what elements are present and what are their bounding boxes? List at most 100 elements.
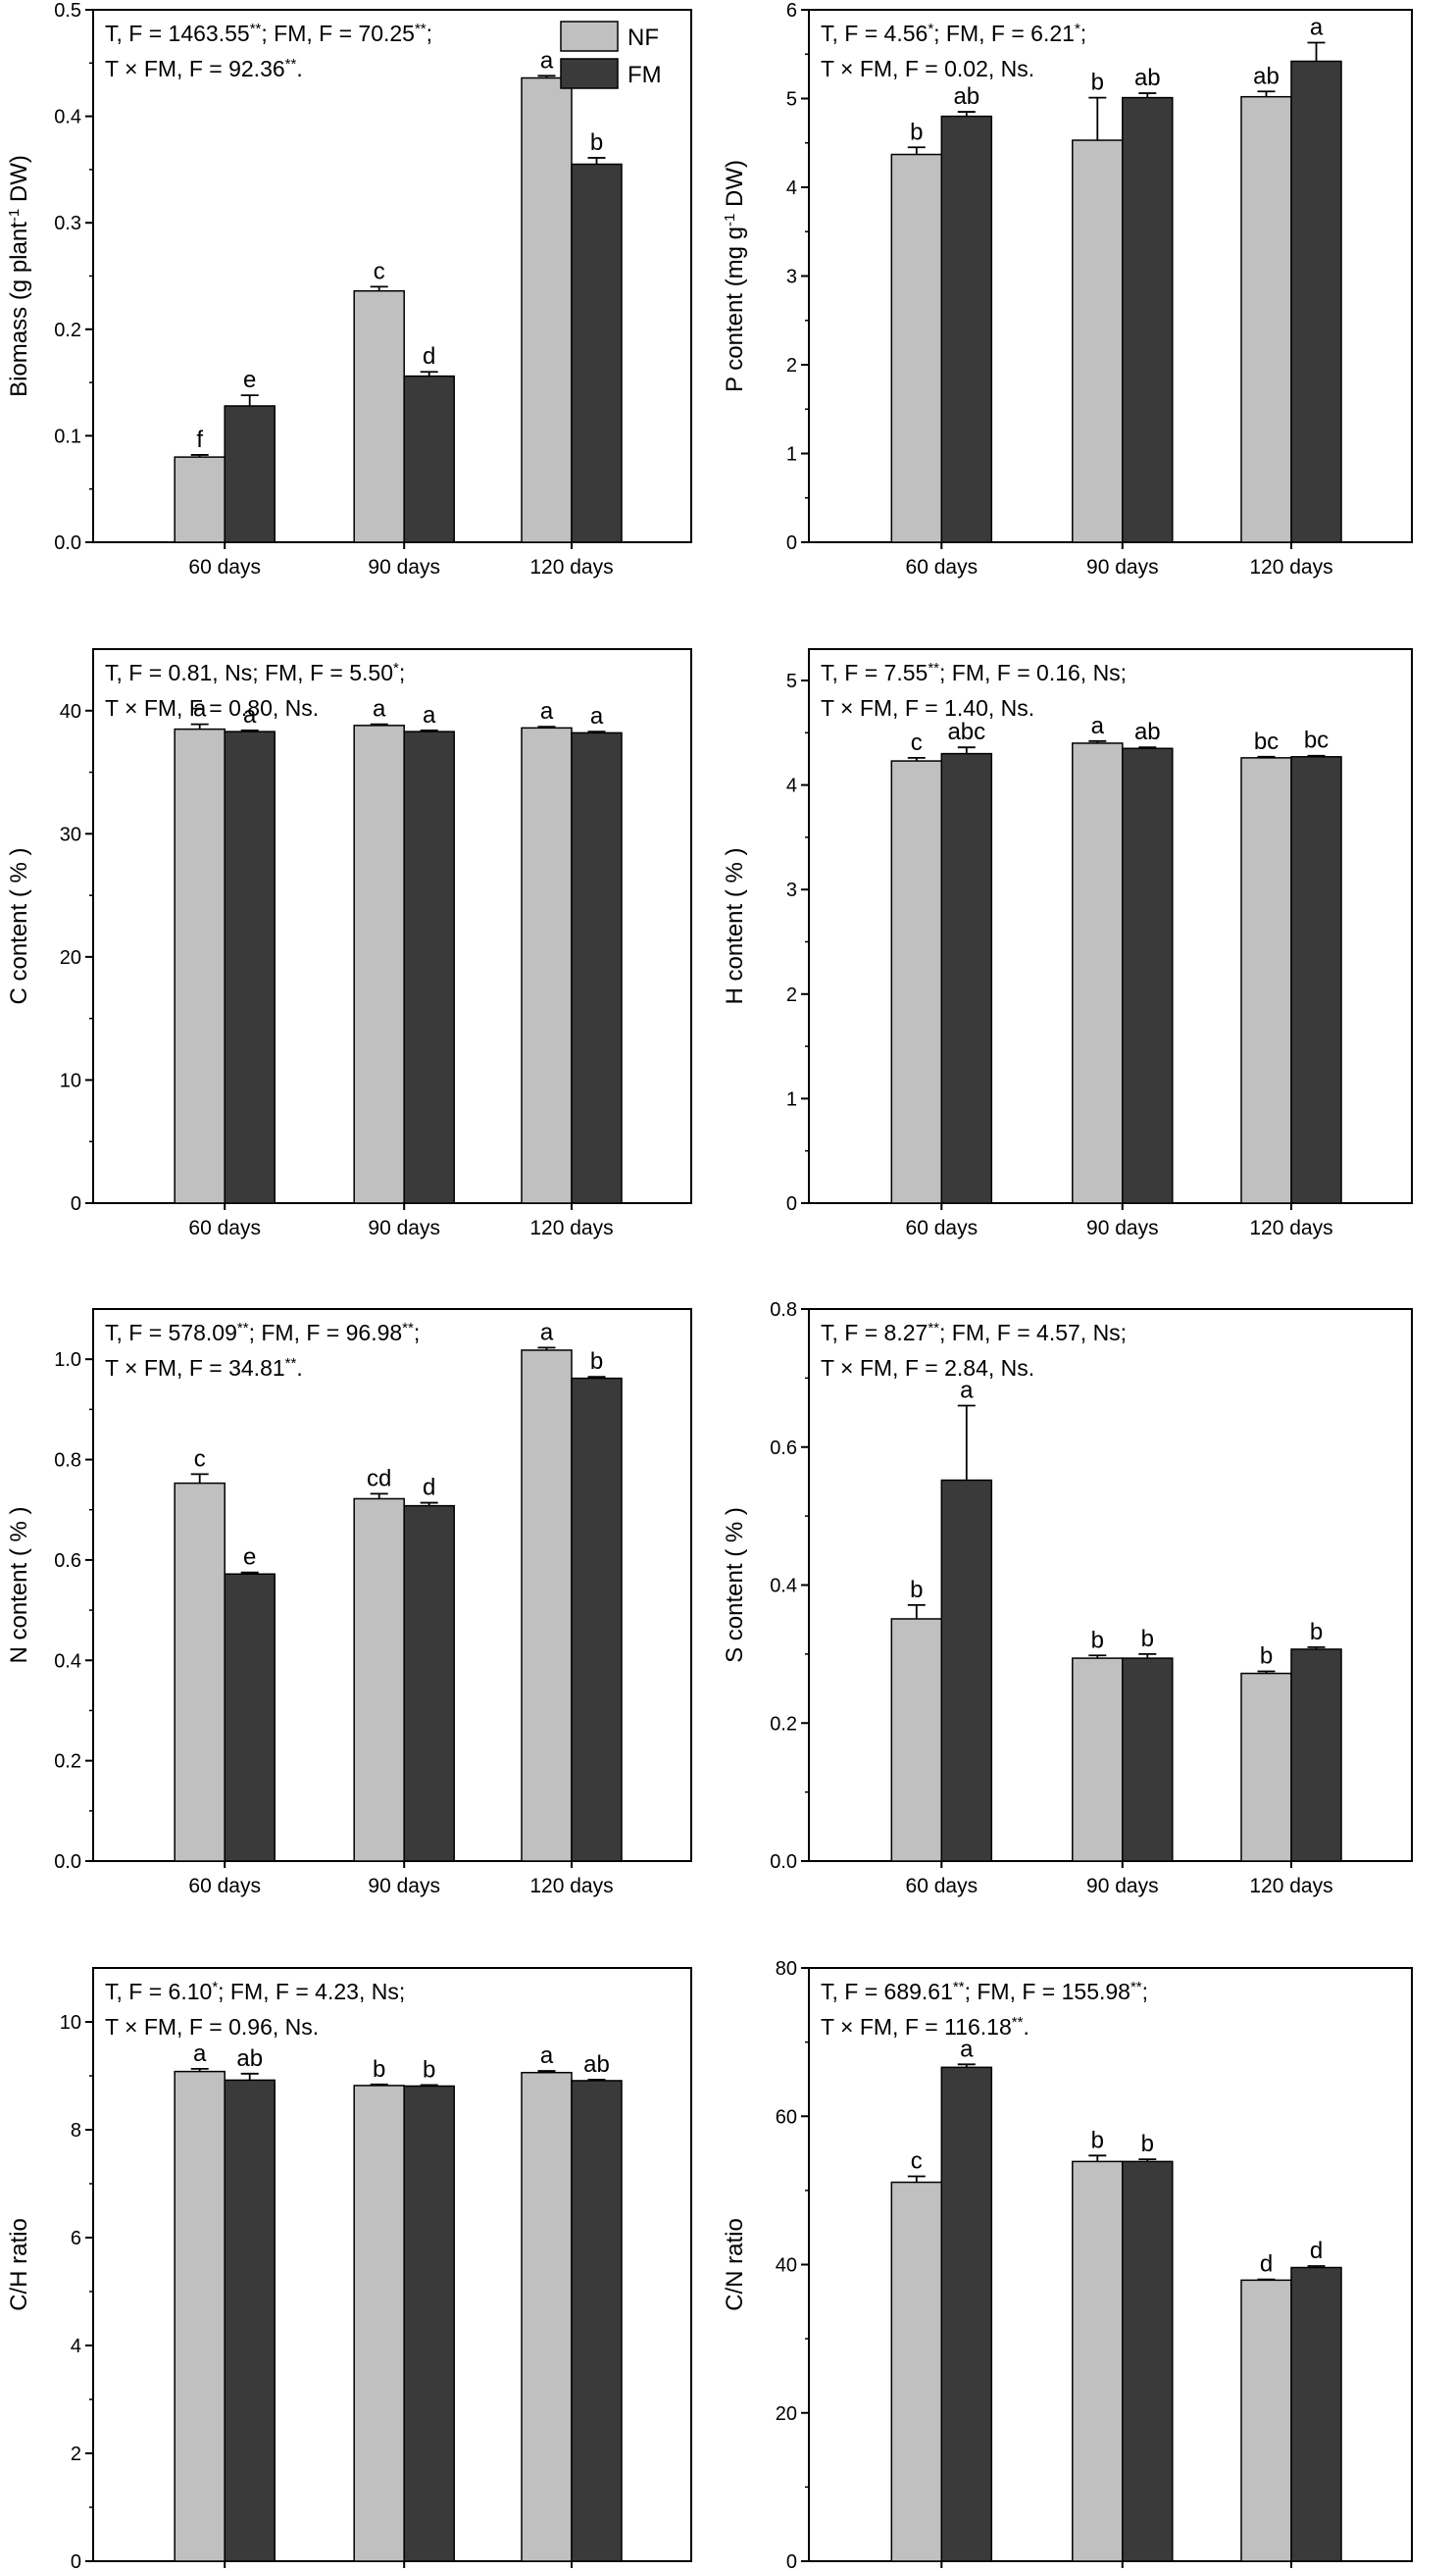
y-tick-label: 0.3 <box>54 213 81 234</box>
bar-nf <box>890 153 943 543</box>
stats-line-2: T × FM, F = 2.84, Ns. <box>821 1355 1034 1381</box>
bar-fm <box>1122 2160 1174 2562</box>
legend: NF FM <box>560 21 662 89</box>
significance-superscript: ** <box>250 21 262 37</box>
significance-superscript: * <box>393 660 399 677</box>
x-tick-label: 90 days <box>1086 1217 1159 1239</box>
stats-line-1: T, F = 689.61**; FM, F = 155.98**; <box>821 1979 1148 2005</box>
x-tick-label: 60 days <box>188 1875 261 1897</box>
y-tick-label: 5 <box>786 671 797 692</box>
stat-text-segment: ; FM, F = 155.98 <box>965 1979 1130 2004</box>
x-tick-label: 120 days <box>529 1217 613 1239</box>
significance-letter: d <box>1310 2238 1323 2264</box>
y-tick-label: 0.2 <box>54 1751 81 1773</box>
y-tick-label: 40 <box>60 701 81 723</box>
x-tick-label: 120 days <box>1249 556 1332 579</box>
significance-letter: ab <box>953 83 979 110</box>
bar-nf <box>521 727 573 1204</box>
y-tick-label: 2 <box>786 984 797 1006</box>
stat-text-segment: ; FM, F = 4.23, Ns; <box>218 1979 405 2004</box>
y-axis-title-part: C content ( % ) <box>6 847 32 1004</box>
y-tick-label: 0.1 <box>54 426 81 447</box>
stat-text-segment: ; <box>399 660 405 685</box>
significance-letter: c <box>374 258 385 284</box>
stats-line-1: T, F = 1463.55**; FM, F = 70.25**; <box>105 21 432 47</box>
significance-letter: c <box>911 2148 923 2175</box>
significance-letter: bc <box>1304 728 1329 754</box>
stat-text-segment: T × FM, F = 0.80, Ns. <box>105 695 319 721</box>
stats-line-2: T × FM, F = 0.02, Ns. <box>821 56 1034 81</box>
chart-panel-4: 0 1 2 3 4 5 H content ( % ) 60 days 90 days 120 d… <box>722 648 1413 1239</box>
significance-letter: a <box>193 696 207 723</box>
stats-line-2: T × FM, F = 92.36**. <box>105 56 303 82</box>
y-axis-title: C content ( % ) <box>6 847 32 1004</box>
bar-fm <box>940 752 993 1204</box>
significance-letter: b <box>1260 1642 1273 1669</box>
significance-letter: b <box>373 2056 385 2083</box>
stat-text-segment: T, F = 578.09 <box>105 1320 237 1345</box>
y-tick-label: 0.8 <box>54 1450 81 1472</box>
x-tick-label: 60 days <box>906 1217 979 1239</box>
significance-superscript: ** <box>928 1320 939 1336</box>
x-tick-label: 90 days <box>368 556 440 579</box>
significance-letter: a <box>193 2041 207 2067</box>
y-tick-label: 8 <box>71 2120 81 2142</box>
significance-letter: f <box>196 427 203 453</box>
y-axis-title-part: -1 <box>6 209 23 222</box>
bar-fm <box>1122 1657 1174 1862</box>
stat-text-segment: T × FM, F = 0.02, Ns. <box>821 56 1034 81</box>
x-tick-label: 120 days <box>1249 1875 1332 1897</box>
stats-line-2: T × FM, F = 0.80, Ns. <box>105 695 319 721</box>
bar-fm <box>1122 96 1174 543</box>
significance-letter: cd <box>367 1465 391 1491</box>
y-tick-label: 80 <box>776 1958 797 1980</box>
bar-nf <box>1072 2160 1124 2562</box>
bar-fm <box>403 375 455 543</box>
stats-line-1: T, F = 0.81, Ns; FM, F = 5.50*; <box>105 660 405 686</box>
stat-text-segment: ; <box>427 21 432 46</box>
chart-panel-2: 0 1 2 3 4 5 6 P content (mg g-1 DW) 60 days 90 da… <box>722 0 1413 579</box>
bar-nf <box>1072 139 1124 543</box>
bar-nf <box>353 1497 405 1862</box>
significance-letter: d <box>1260 2251 1273 2278</box>
bar-fm <box>403 1504 455 1862</box>
significance-letter: d <box>423 1475 435 1501</box>
bar-nf <box>353 2085 405 2562</box>
y-axis-title: C/N ratio <box>722 2218 748 2311</box>
significance-letter: a <box>960 2036 974 2062</box>
significance-superscript: * <box>212 1979 218 1995</box>
stat-text-segment: T, F = 6.10 <box>105 1979 212 2004</box>
stat-text-segment: . <box>296 56 302 81</box>
stat-text-segment: ; <box>414 1320 420 1345</box>
y-tick-label: 2 <box>71 2444 81 2465</box>
y-axis-title-part: S content ( % ) <box>722 1507 748 1663</box>
y-tick-label: 10 <box>60 2012 81 2034</box>
significance-letter: a <box>960 1378 974 1404</box>
significance-letter: ab <box>1134 65 1161 91</box>
bar-nf <box>1072 742 1124 1204</box>
stat-text-segment: T × FM, F = 2.84, Ns. <box>821 1355 1034 1381</box>
stat-text-segment: ; FM, F = 70.25 <box>261 21 415 46</box>
significance-letter: bc <box>1254 729 1279 755</box>
y-tick-label: 3 <box>786 267 797 288</box>
stat-text-segment: T, F = 7.55 <box>821 660 928 685</box>
y-axis-title: N content ( % ) <box>6 1506 32 1663</box>
y-tick-label: 1 <box>786 444 797 466</box>
significance-superscript: ** <box>285 56 297 73</box>
stats-line-2: T × FM, F = 116.18**. <box>821 2014 1029 2041</box>
legend-label: NF <box>628 25 659 51</box>
y-tick-label: 6 <box>786 0 797 22</box>
stat-text-segment: T, F = 1463.55 <box>105 21 250 46</box>
stats-line-1: T, F = 7.55**; FM, F = 0.16, Ns; <box>821 660 1127 686</box>
bar-fm <box>403 731 455 1204</box>
significance-letter: a <box>540 698 554 725</box>
bar-nf <box>1240 757 1292 1204</box>
significance-letter: e <box>243 367 256 393</box>
stat-text-segment: T, F = 4.56 <box>821 21 928 46</box>
y-tick-label: 6 <box>71 2228 81 2249</box>
stats-line-1: T, F = 4.56*; FM, F = 6.21*; <box>821 21 1086 47</box>
bar-nf <box>174 456 226 543</box>
y-tick-label: 0.0 <box>54 1851 81 1873</box>
stat-text-segment: ; <box>1080 21 1086 46</box>
legend-swatch-nf <box>560 21 619 52</box>
